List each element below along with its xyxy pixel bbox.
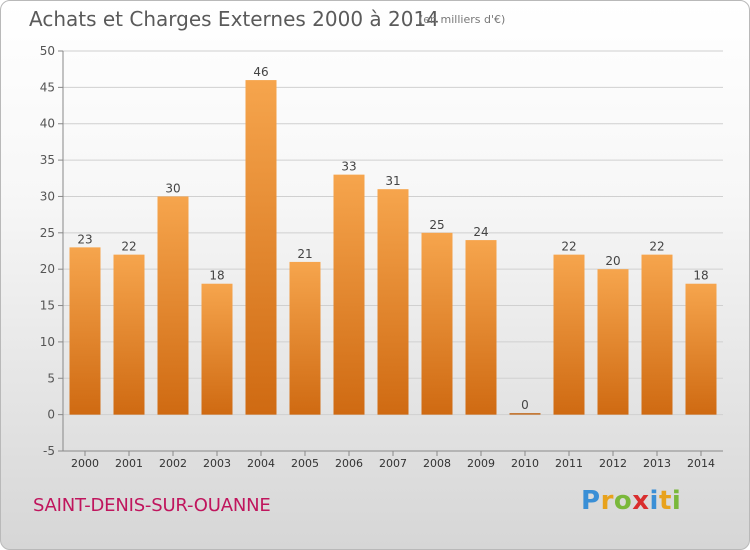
data-label-2001: 22 [121,240,136,254]
y-tick-label: 45 [40,80,55,94]
bar-2009 [465,240,497,415]
bar-2000 [69,247,101,415]
x-tick-label: 2014 [687,457,715,470]
x-tick-label: 2013 [643,457,671,470]
bar-2006 [333,174,365,415]
data-label-2007: 31 [385,174,400,188]
data-label-2008: 25 [429,218,444,232]
x-tick-label: 2009 [467,457,495,470]
bar-2008 [421,232,453,415]
x-tick-label: 2002 [159,457,187,470]
city-name: SAINT-DENIS-SUR-OUANNE [33,495,271,516]
y-tick-label: 25 [40,226,55,240]
x-tick-label: 2010 [511,457,539,470]
bar-2012 [597,269,629,415]
y-tick-label: 15 [40,299,55,313]
x-tick-label: 2006 [335,457,363,470]
data-label-2000: 23 [77,232,92,246]
unit-note: (en milliers d'€) [419,13,506,26]
bar-2011 [553,254,585,415]
x-tick-label: 2008 [423,457,451,470]
x-tick-label: 2012 [599,457,627,470]
bar-2005 [289,261,321,415]
data-label-2005: 21 [297,247,312,261]
bar-2010 [509,413,541,415]
x-tick-label: 2003 [203,457,231,470]
y-tick-label: 40 [40,117,55,131]
bar-2014 [685,283,717,415]
data-label-2006: 33 [341,160,356,174]
bar-2002 [157,196,189,415]
chart-title: Achats et Charges Externes 2000 à 2014 [29,7,439,31]
data-label-2003: 18 [209,269,224,283]
y-tick-label: 0 [47,408,55,422]
data-label-2012: 20 [605,254,620,268]
bar-2013 [641,254,673,415]
data-label-2013: 22 [649,240,664,254]
y-tick-label: 50 [40,44,55,58]
x-tick-label: 2011 [555,457,583,470]
y-tick-label: 35 [40,153,55,167]
bar-2001 [113,254,145,415]
proxiti-logo: Proxiti [581,486,682,516]
y-tick-label: 20 [40,262,55,276]
data-label-2004: 46 [253,65,268,79]
y-tick-label: 30 [40,189,55,203]
y-tick-label: -5 [43,444,55,458]
x-tick-label: 2007 [379,457,407,470]
bar-2004 [245,80,277,415]
x-tick-label: 2004 [247,457,275,470]
data-label-2014: 18 [693,269,708,283]
x-tick-label: 2000 [71,457,99,470]
bar-2007 [377,189,409,415]
data-label-2009: 24 [473,225,488,239]
data-label-2011: 22 [561,240,576,254]
bar-2003 [201,283,233,415]
data-label-2002: 30 [165,181,180,195]
y-tick-label: 5 [47,371,55,385]
x-tick-label: 2001 [115,457,143,470]
data-label-2010: 0 [521,398,529,412]
y-tick-label: 10 [40,335,55,349]
x-tick-label: 2005 [291,457,319,470]
